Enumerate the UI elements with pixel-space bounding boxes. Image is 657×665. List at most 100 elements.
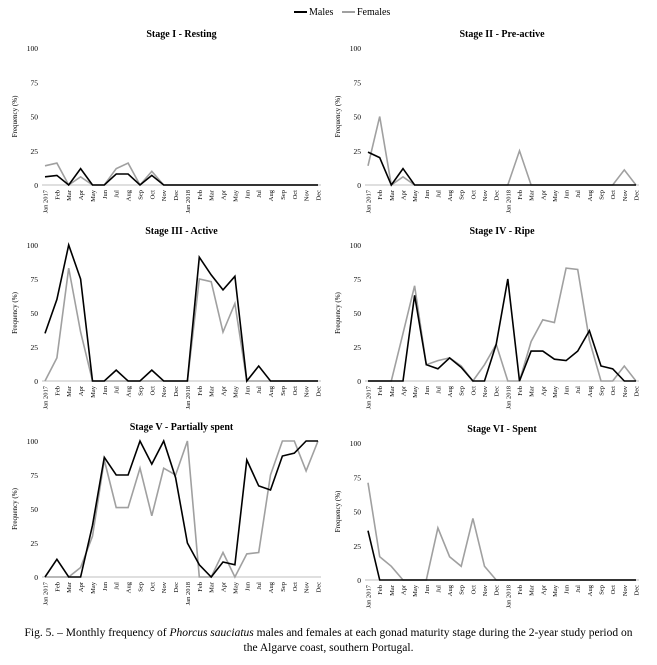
x-tick-label: May [232,189,239,202]
y-tick-label: 50 [354,309,362,318]
panel-title: Stage IV - Ripe [469,226,535,237]
y-tick-label: 0 [357,377,361,386]
x-tick-label: Nov [482,189,489,201]
x-tick-label: Mar [529,584,536,596]
x-tick-label: Jan 2017 [43,189,50,213]
x-tick-label: Jun [564,385,571,395]
y-tick-label: 50 [354,508,362,517]
x-tick-label: Mar [209,581,216,593]
x-tick-label: Feb [54,386,61,396]
x-tick-label: Feb [377,585,384,595]
x-tick-label: Jan 2017 [366,189,373,213]
x-tick-label: Feb [197,190,204,200]
x-tick-label: Sep [280,386,287,396]
y-tick-label: 100 [350,241,362,250]
x-tick-label: Jun [244,581,251,591]
x-tick-label: Oct [149,582,156,592]
series-line-females [367,482,636,581]
x-tick-label: Apr [400,189,407,200]
x-tick-label: Oct [292,386,299,396]
y-tick-label: 0 [357,181,361,190]
x-tick-label: Feb [377,386,384,396]
x-tick-label: Jun [424,189,431,199]
x-tick-label: May [552,385,559,398]
x-tick-label: Apr [400,385,407,396]
x-tick-label: Sep [459,386,466,396]
caption-species: Phorcus sauciatus [169,627,254,639]
x-tick-label: Aug [268,385,275,397]
panel-title: Stage I - Resting [146,29,216,40]
x-tick-label: Dec [173,386,180,397]
x-tick-label: May [90,581,97,594]
x-tick-label: Jun [244,189,251,199]
x-tick-label: Apr [78,189,85,200]
series-line-males [367,151,636,187]
y-tick-label: 50 [31,113,39,122]
y-tick-label: 0 [34,181,38,190]
y-tick-label: 25 [31,343,39,352]
x-tick-label: Nov [161,385,168,397]
x-tick-label: Jan 2017 [366,385,373,409]
x-tick-label: Sep [137,190,144,200]
x-tick-label: Nov [161,189,168,201]
y-tick-label: 100 [350,44,362,53]
x-tick-label: Jan 2018 [505,190,512,213]
x-tick-label: Feb [377,190,384,200]
x-tick-label: Oct [292,582,299,592]
x-tick-label: Mar [209,385,216,397]
x-tick-label: Nov [622,584,629,596]
x-tick-label: May [232,581,239,594]
panel-title: Stage III - Active [145,226,218,237]
series-line-males [44,438,318,579]
series-line-females [368,267,637,383]
y-tick-label: 75 [31,471,39,480]
x-tick-label: Jan 2018 [505,585,512,608]
x-tick-label: Jun [564,189,571,199]
series-line-males [44,167,318,187]
y-axis-label: Frequency (%) [11,291,19,333]
x-tick-label: Mar [66,581,73,593]
series-line-males [367,530,636,581]
x-tick-label: Dec [316,582,323,593]
x-tick-label: Jun [244,385,251,395]
x-tick-label: Dec [494,585,501,596]
y-axis-label: Frequency (%) [334,490,342,532]
series-line-males [44,242,318,384]
x-tick-label: Jul [114,582,121,590]
x-tick-label: Mar [389,385,396,397]
x-tick-label: Aug [587,385,594,397]
x-tick-label: Jan 2017 [43,385,50,409]
panel-title: Stage VI - Spent [467,424,537,435]
y-tick-label: 100 [27,44,39,53]
x-tick-label: Nov [482,385,489,397]
caption-prefix: Fig. 5. – Monthly frequency of [24,627,170,639]
x-tick-label: Sep [280,582,287,592]
x-tick-label: Jan 2018 [185,582,192,605]
x-tick-label: Jul [114,386,121,394]
figure-caption: Fig. 5. – Monthly frequency of Phorcus s… [20,626,637,656]
x-tick-label: Jun [424,385,431,395]
x-tick-label: Aug [268,189,275,201]
x-tick-label: Aug [447,189,454,201]
x-tick-label: May [412,385,419,398]
y-axis-label: Frequency (%) [334,95,342,137]
x-tick-label: Oct [292,190,299,200]
x-tick-label: Nov [622,189,629,201]
y-tick-label: 75 [354,473,362,482]
x-tick-label: Apr [540,189,547,200]
x-tick-label: Mar [389,189,396,201]
x-tick-label: Jan 2018 [505,386,512,409]
x-tick-label: Feb [517,585,524,595]
y-axis-label: Frequency (%) [334,291,342,333]
y-tick-label: 75 [31,275,39,284]
y-tick-label: 100 [27,437,39,446]
x-tick-label: Aug [447,584,454,596]
chart-panel-3: Stage III - Active Frequency (%) 0 25 50 75 10… [11,226,323,409]
x-tick-label: Feb [517,386,524,396]
x-tick-label: Jul [435,585,442,593]
x-tick-label: Dec [494,190,501,201]
x-tick-label: Sep [459,585,466,595]
x-tick-label: Oct [610,190,617,200]
x-tick-label: Oct [470,585,477,595]
chart-panel-6: Stage VI - Spent Frequency (%) 0 25 50 75 100 J… [334,424,641,608]
